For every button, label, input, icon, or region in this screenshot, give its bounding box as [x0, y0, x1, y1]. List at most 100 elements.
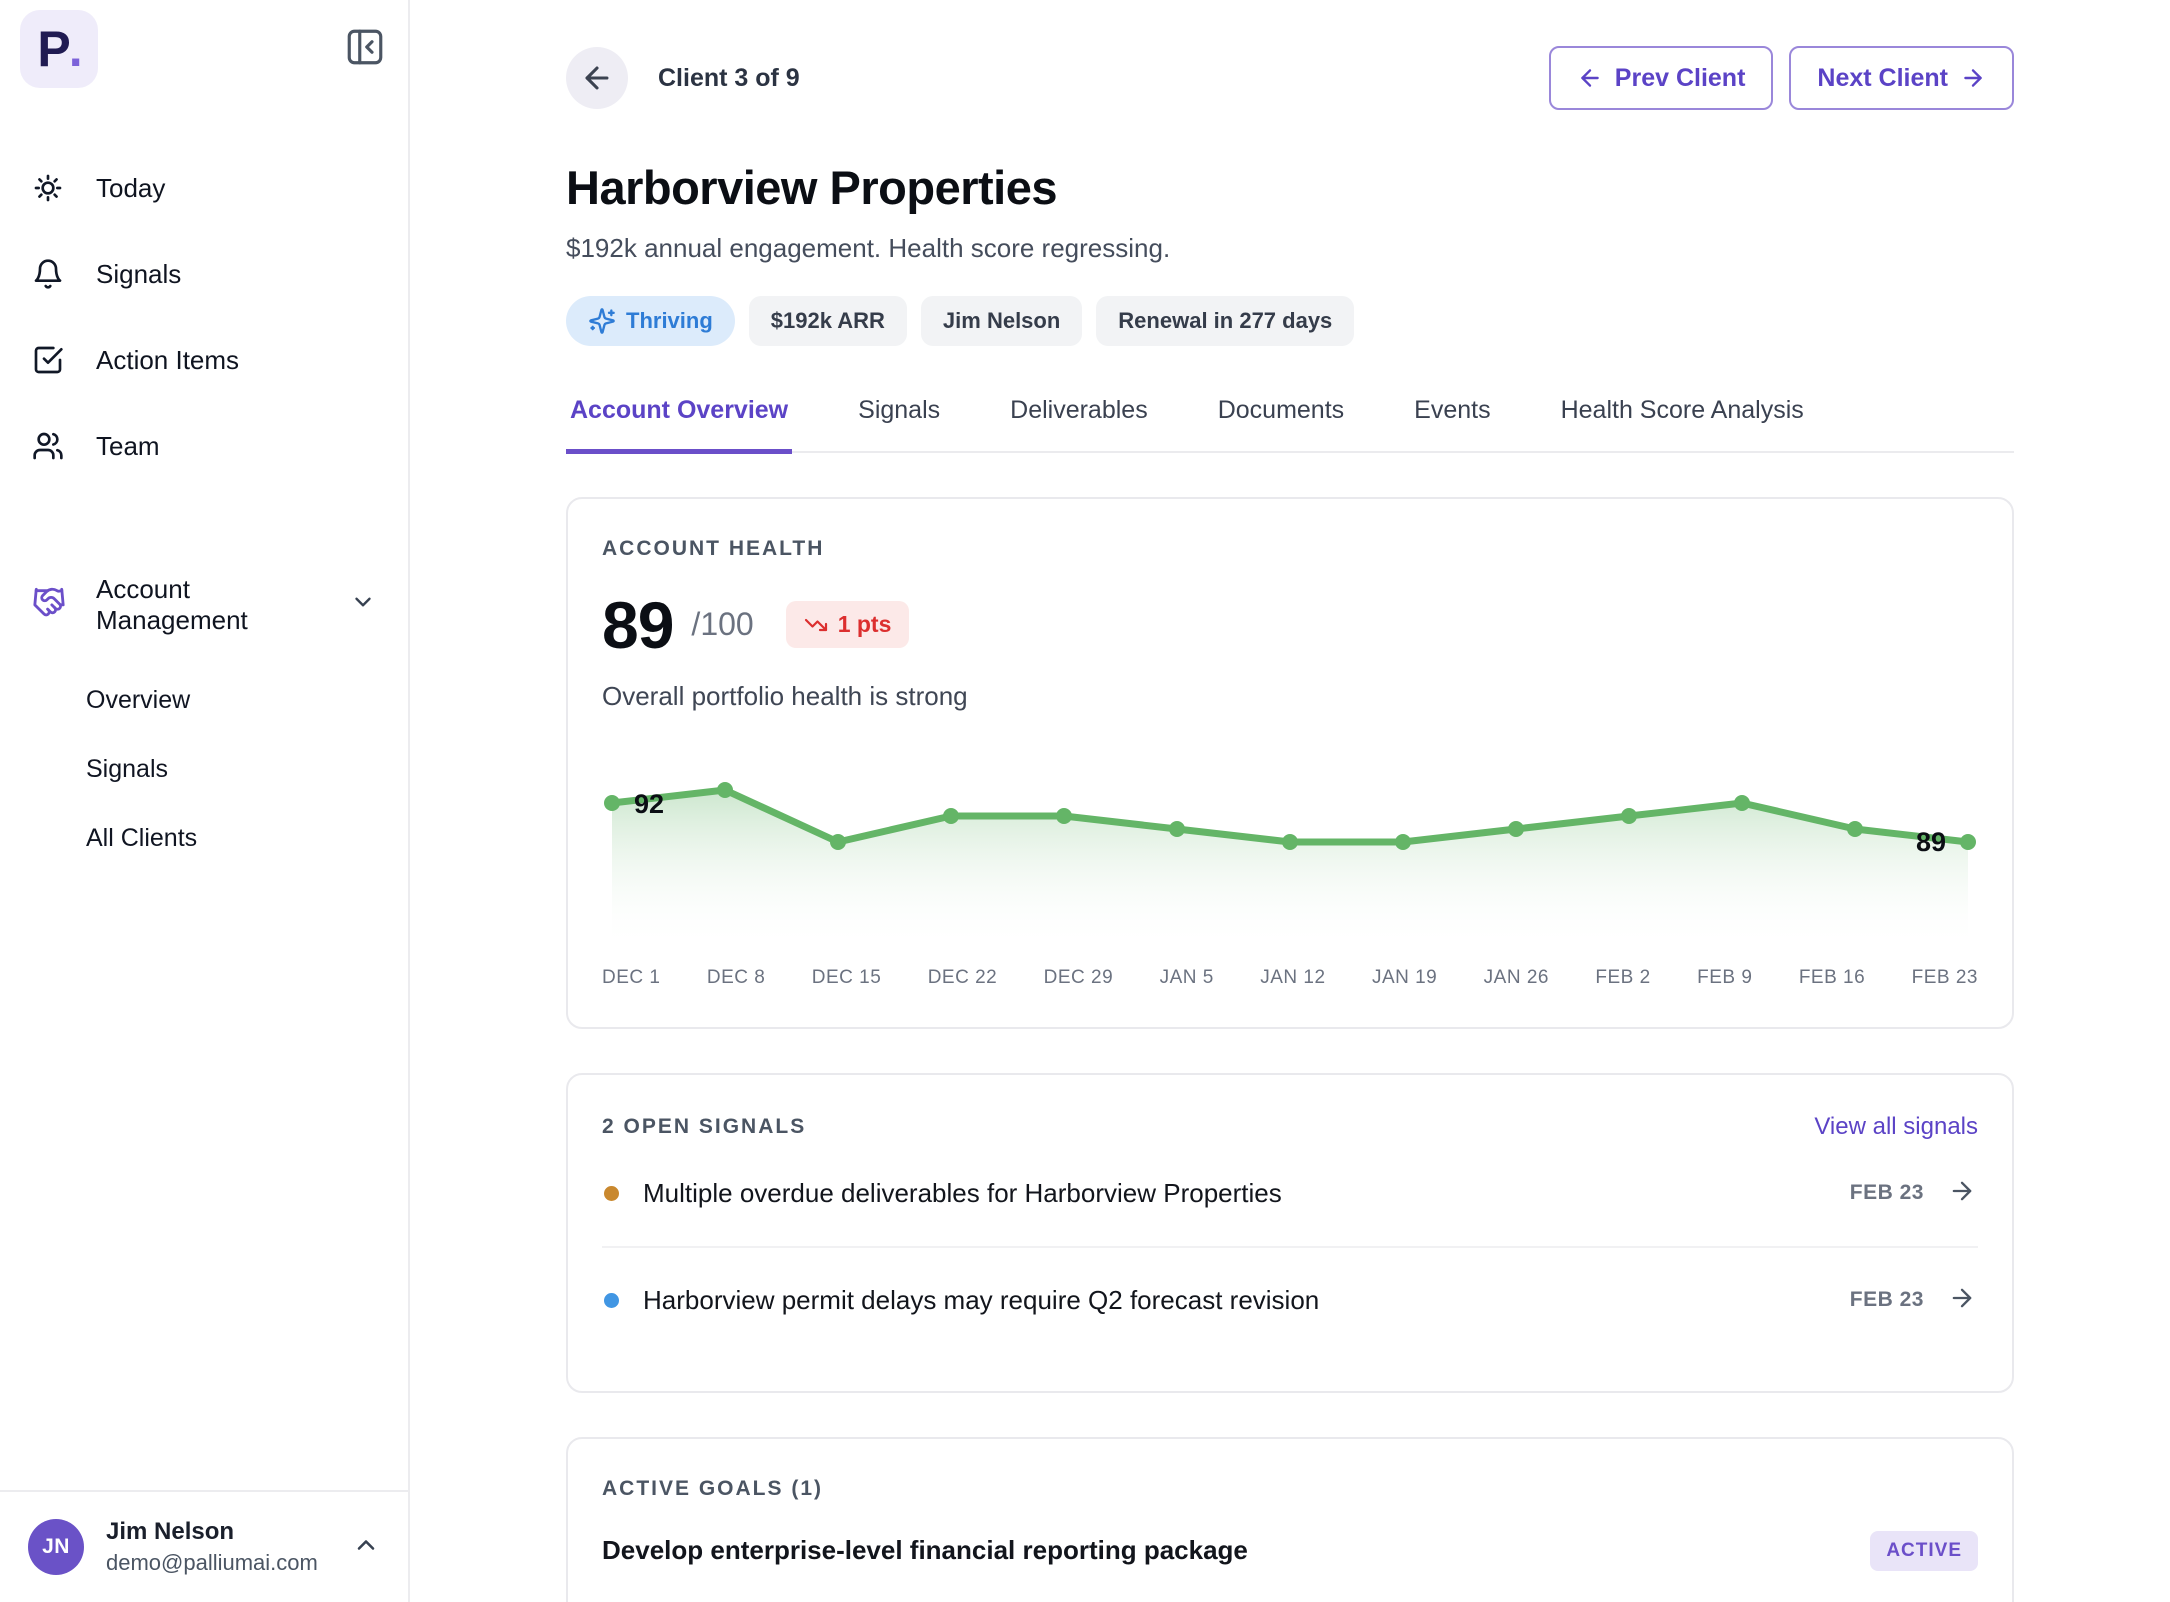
x-axis-tick-label: JAN 19	[1372, 967, 1437, 989]
chart-data-point	[1960, 834, 1976, 850]
signal-text: Multiple overdue deliverables for Harbor…	[643, 1178, 1826, 1209]
sidebar-item-today[interactable]: Today	[20, 158, 388, 218]
signal-open-arrow[interactable]	[1948, 1284, 1976, 1317]
health-score-max: /100	[691, 606, 753, 643]
open-signals-card: 2 OPEN SIGNALS View all signals Multiple…	[566, 1073, 2014, 1393]
signal-text: Harborview permit delays may require Q2 …	[643, 1285, 1826, 1316]
status-badge: Thriving	[566, 296, 735, 346]
arrow-right-icon	[1960, 65, 1986, 91]
signals-header: 2 OPEN SIGNALS View all signals	[602, 1113, 1978, 1141]
chart-data-point	[604, 795, 620, 811]
user-info: Jim Nelson demo@palliumai.com	[106, 1518, 330, 1576]
x-axis-tick-label: DEC 1	[602, 967, 660, 989]
x-axis-tick-label: FEB 16	[1799, 967, 1865, 989]
trending-down-icon	[804, 613, 828, 637]
goal-row: Develop enterprise-level financial repor…	[602, 1531, 1978, 1571]
x-axis-tick-label: DEC 29	[1044, 967, 1114, 989]
health-delta-badge: 1 pts	[786, 601, 910, 648]
goal-title: Develop enterprise-level financial repor…	[602, 1535, 1248, 1566]
bell-icon	[32, 258, 64, 290]
chart-data-point	[1508, 821, 1524, 837]
chevron-down-icon	[350, 589, 376, 622]
sidebar-collapse-button[interactable]	[344, 26, 386, 71]
chart-data-point	[1056, 808, 1072, 824]
chart-data-point	[1395, 834, 1411, 850]
chart-data-point	[1734, 795, 1750, 811]
handshake-icon	[32, 585, 66, 626]
badge-label: $192k ARR	[771, 308, 885, 334]
user-email: demo@palliumai.com	[106, 1550, 330, 1576]
arrow-right-icon	[1948, 1177, 1976, 1205]
tab-signals[interactable]: Signals	[854, 396, 944, 454]
sidebar-spacer	[0, 873, 408, 1490]
active-goals-card: ACTIVE GOALS (1) Develop enterprise-leve…	[566, 1437, 2014, 1602]
users-icon	[32, 430, 64, 462]
sidebar-item-team[interactable]: Team	[20, 416, 388, 476]
client-detail-page: Client 3 of 9 Prev Client Next Client Ha…	[566, 0, 2014, 1602]
signal-date: FEB 23	[1850, 1181, 1924, 1205]
chart-area-fill	[612, 790, 1968, 948]
tab-account-overview[interactable]: Account Overview	[566, 396, 792, 454]
health-trend-chart: 9289 DEC 1DEC 8DEC 15DEC 22DEC 29JAN 5JA…	[602, 768, 1978, 989]
tab-events[interactable]: Events	[1410, 396, 1494, 454]
sidebar-section-items: OverviewSignalsAll Clients	[20, 666, 388, 873]
chart-data-point	[1847, 821, 1863, 837]
x-axis-tick-label: DEC 8	[707, 967, 765, 989]
client-nav-buttons: Prev Client Next Client	[1549, 46, 2014, 110]
sidebar-header: P.	[0, 10, 408, 88]
signal-row[interactable]: Multiple overdue deliverables for Harbor…	[602, 1141, 1978, 1246]
sparkles-icon	[588, 307, 616, 335]
badge-label: Jim Nelson	[943, 308, 1060, 334]
tab-documents[interactable]: Documents	[1214, 396, 1348, 454]
sidebar-subitem-overview[interactable]: Overview	[20, 666, 388, 735]
chart-data-point	[943, 808, 959, 824]
sidebar-section-label: Account Management	[96, 574, 306, 636]
client-position-label: Client 3 of 9	[658, 64, 800, 93]
info-badge: Renewal in 277 days	[1096, 296, 1354, 346]
next-client-button[interactable]: Next Client	[1789, 46, 2014, 110]
prev-client-label: Prev Client	[1615, 64, 1746, 93]
chart-x-axis-labels: DEC 1DEC 8DEC 15DEC 22DEC 29JAN 5JAN 12J…	[602, 967, 1978, 989]
tab-health-score-analysis[interactable]: Health Score Analysis	[1557, 396, 1808, 454]
check-square-icon	[32, 344, 64, 376]
signal-date: FEB 23	[1850, 1288, 1924, 1312]
avatar: JN	[28, 1519, 84, 1575]
sidebar-item-signals[interactable]: Signals	[20, 244, 388, 304]
signal-row[interactable]: Harborview permit delays may require Q2 …	[602, 1246, 1978, 1353]
sidebar-item-label: Team	[96, 431, 160, 462]
tab-deliverables[interactable]: Deliverables	[1006, 396, 1152, 454]
sidebar-subitem-signals[interactable]: Signals	[20, 735, 388, 804]
sidebar-section-account-management: Account Management OverviewSignalsAll Cl…	[0, 562, 408, 873]
goals-title: ACTIVE GOALS (1)	[602, 1477, 1978, 1501]
account-health-card: ACCOUNT HEALTH 89 /100 1 pts Overall por…	[566, 497, 2014, 1029]
health-score-row: 89 /100 1 pts	[602, 587, 1978, 663]
tab-bar: Account Overview Signals Deliverables Docum…	[566, 396, 2014, 453]
sidebar: P. Today Signals Action Items Team Account …	[0, 0, 410, 1602]
logo-letter: P	[37, 20, 68, 78]
view-all-signals-link[interactable]: View all signals	[1814, 1113, 1978, 1141]
back-button[interactable]	[566, 47, 628, 109]
sidebar-nav: Today Signals Action Items Team	[0, 158, 408, 502]
chevron-up-icon	[352, 1531, 380, 1564]
goal-status-badge: ACTIVE	[1870, 1531, 1978, 1571]
area-chart: 9289	[602, 768, 1978, 948]
sidebar-subitem-all-clients[interactable]: All Clients	[20, 804, 388, 873]
x-axis-tick-label: FEB 9	[1697, 967, 1752, 989]
client-badges: Thriving $192k ARR Jim Nelson Renewal in 27…	[566, 296, 2014, 346]
app-root: P. Today Signals Action Items Team Account …	[0, 0, 2170, 1602]
page-title: Harborview Properties	[566, 160, 2014, 215]
x-axis-tick-label: JAN 26	[1484, 967, 1549, 989]
info-badge: Jim Nelson	[921, 296, 1082, 346]
app-logo: P.	[20, 10, 98, 88]
sidebar-item-action-items[interactable]: Action Items	[20, 330, 388, 390]
panel-left-close-icon	[344, 26, 386, 68]
x-axis-tick-label: JAN 12	[1260, 967, 1325, 989]
signals-list: Multiple overdue deliverables for Harbor…	[602, 1141, 1978, 1353]
prev-client-button[interactable]: Prev Client	[1549, 46, 1774, 110]
signal-severity-dot	[604, 1293, 619, 1308]
sidebar-item-account-management[interactable]: Account Management	[20, 562, 388, 648]
chart-data-point	[830, 834, 846, 850]
user-menu[interactable]: JN Jim Nelson demo@palliumai.com	[0, 1490, 408, 1602]
sidebar-item-label: Action Items	[96, 345, 239, 376]
signal-open-arrow[interactable]	[1948, 1177, 1976, 1210]
